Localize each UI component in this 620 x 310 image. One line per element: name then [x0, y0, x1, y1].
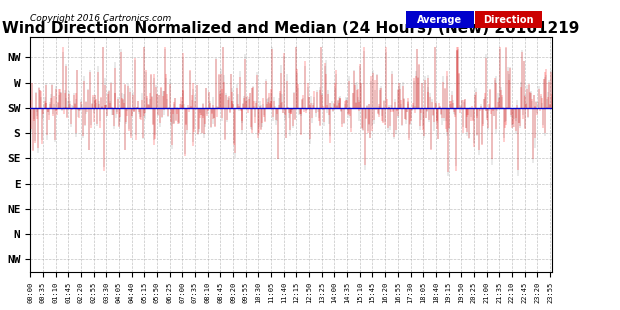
Title: Wind Direction Normalized and Median (24 Hours) (New) 20161219: Wind Direction Normalized and Median (24…	[2, 21, 580, 36]
Text: Average: Average	[417, 15, 463, 24]
FancyBboxPatch shape	[474, 11, 542, 28]
Text: Direction: Direction	[483, 15, 534, 24]
Text: Copyright 2016 Cartronics.com: Copyright 2016 Cartronics.com	[30, 14, 171, 23]
FancyBboxPatch shape	[405, 11, 474, 28]
